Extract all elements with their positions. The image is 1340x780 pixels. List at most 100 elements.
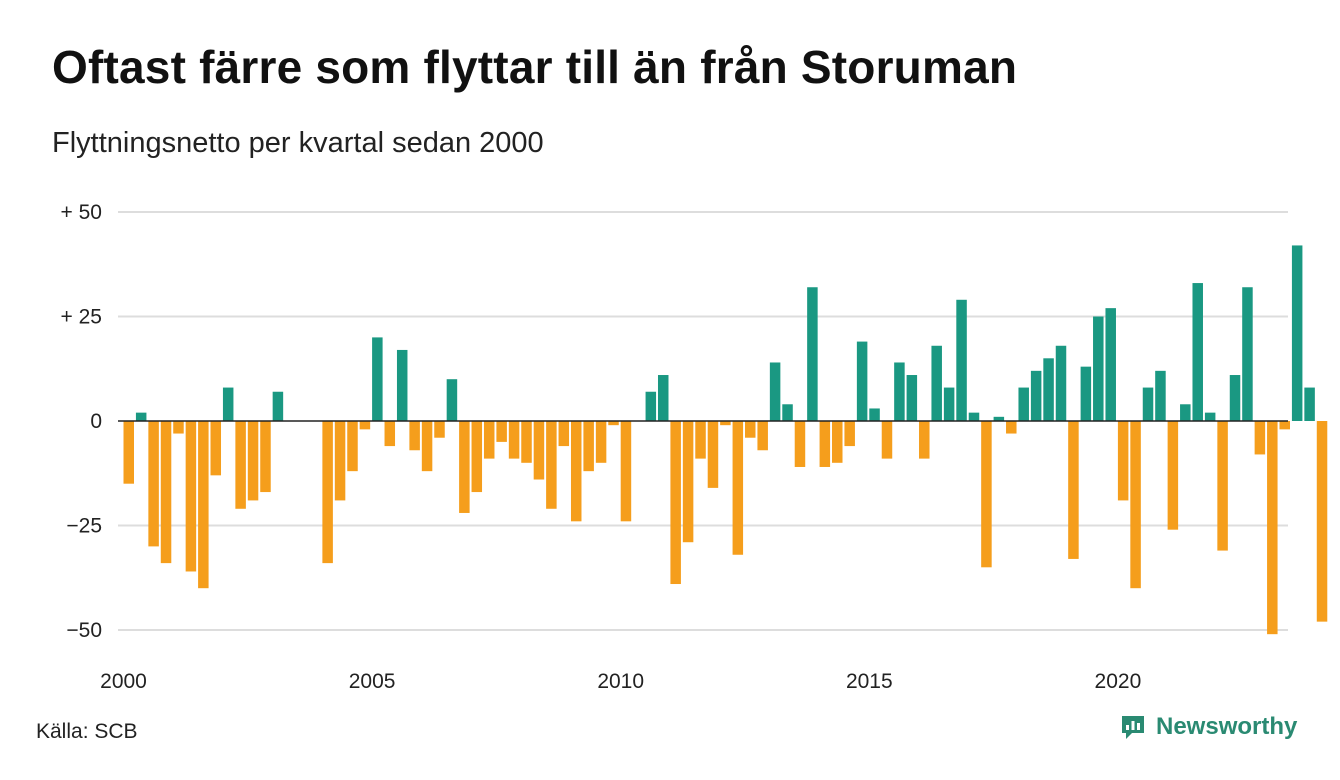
bar-negative (533, 421, 545, 480)
x-axis-labels: 2000 2005 2010 2015 2020 (100, 670, 1141, 693)
bar-negative (881, 421, 893, 459)
bar-positive (856, 341, 868, 421)
x-tick-label: 2010 (597, 670, 644, 693)
bar-negative (434, 421, 445, 438)
bar-negative (384, 421, 396, 447)
bar-negative (819, 421, 831, 467)
bar-positive (446, 379, 458, 421)
source-note: Källa: SCB (36, 720, 138, 743)
chart-subtitle: Flyttningsnetto per kvartal sedan 2000 (52, 127, 544, 159)
bar-negative (123, 421, 134, 484)
bar-negative (185, 421, 197, 572)
bar-positive (222, 387, 234, 421)
bar-negative (620, 421, 632, 522)
bar-positive (272, 391, 284, 421)
bar-positive (396, 349, 408, 421)
bar-negative (583, 421, 594, 472)
y-tick-label: 0 (90, 410, 102, 433)
bar-negative (1267, 421, 1278, 635)
bar-positive (1180, 404, 1191, 421)
y-tick-label: −50 (66, 619, 102, 642)
bar-negative (160, 421, 172, 564)
bar-positive (956, 299, 967, 421)
bar-positive (782, 404, 793, 421)
bar-positive (1291, 245, 1303, 421)
x-tick-label: 2000 (100, 670, 147, 693)
bar-negative (409, 421, 420, 451)
bar-negative (558, 421, 570, 447)
bar-negative (1254, 421, 1266, 455)
bar-positive (1142, 387, 1154, 421)
bar-negative (832, 421, 843, 463)
bar-negative (1006, 421, 1017, 434)
bar-negative (1068, 421, 1079, 559)
x-tick-label: 2020 (1095, 670, 1142, 693)
bar-positive (1204, 412, 1216, 421)
bar-negative (322, 421, 333, 564)
bar-negative (608, 421, 619, 426)
bar-positive (869, 408, 880, 421)
brand-name: Newsworthy (1156, 713, 1298, 740)
bar-positive (1105, 308, 1116, 421)
bar-negative (745, 421, 756, 438)
bar-negative (508, 421, 520, 459)
gridlines (118, 211, 1288, 631)
bar-negative (919, 421, 930, 459)
y-axis-labels: + 50 + 25 0 −25 −50 (61, 201, 102, 642)
bar-negative (670, 421, 681, 585)
bar-negative (1117, 421, 1129, 501)
bar-negative (247, 421, 259, 501)
bar-negative (546, 421, 557, 509)
bar-positive (372, 337, 383, 421)
bar-positive (1155, 370, 1166, 421)
bar-positive (1030, 370, 1042, 421)
bar-negative (682, 421, 694, 543)
bar-negative (198, 421, 209, 589)
bar-positive (1242, 287, 1253, 421)
bar-negative (595, 421, 607, 463)
bar-positive (1055, 345, 1067, 421)
bar-negative (421, 421, 433, 472)
bar-negative (148, 421, 159, 547)
brand-logo[interactable]: Newsworthy (1118, 712, 1297, 742)
bar-negative (1167, 421, 1179, 530)
bar-negative (483, 421, 495, 459)
bar-positive (931, 345, 942, 421)
bar-negative (459, 421, 470, 513)
bar-positive (769, 362, 781, 421)
bar-positive (906, 375, 918, 421)
bar-negative (707, 421, 719, 488)
bar-positive (1043, 358, 1054, 421)
bar-negative (732, 421, 744, 555)
y-tick-label: + 50 (61, 201, 102, 224)
bar-negative (1279, 421, 1290, 430)
x-tick-label: 2005 (349, 670, 396, 693)
bar-positive (943, 387, 955, 421)
bar-positive (993, 416, 1005, 421)
bar-negative (1316, 421, 1328, 622)
bar-positive (807, 287, 818, 421)
bar-positive (135, 412, 147, 421)
chart-title: Oftast färre som flyttar till än från St… (52, 41, 1018, 93)
bar-negative (235, 421, 246, 509)
bar-negative (521, 421, 532, 463)
bar-negative (794, 421, 806, 467)
bar-negative (210, 421, 222, 476)
bar-positive (657, 375, 669, 421)
bar-positive (645, 391, 657, 421)
bar-positive (894, 362, 905, 421)
bar-negative (334, 421, 346, 501)
bar-negative (173, 421, 184, 434)
bar-negative (695, 421, 706, 459)
bars (123, 245, 1328, 635)
x-tick-label: 2015 (846, 670, 893, 693)
bar-positive (968, 412, 980, 421)
bar-negative (260, 421, 271, 493)
bar-negative (359, 421, 371, 430)
bar-negative (981, 421, 992, 568)
bar-negative (570, 421, 582, 522)
y-tick-label: −25 (66, 515, 102, 538)
bar-negative (844, 421, 855, 447)
bar-negative (496, 421, 507, 442)
y-tick-label: + 25 (61, 306, 102, 329)
